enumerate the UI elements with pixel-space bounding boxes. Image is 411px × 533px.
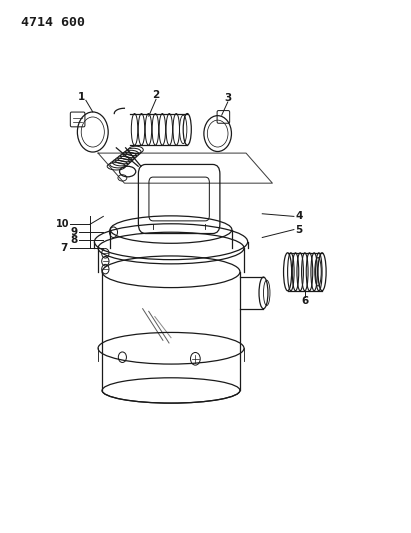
- Text: 2: 2: [152, 90, 159, 100]
- Text: 9: 9: [70, 227, 77, 237]
- Text: 6: 6: [301, 296, 309, 306]
- Text: 8: 8: [70, 235, 77, 245]
- Text: 7: 7: [61, 243, 68, 253]
- Text: 4714 600: 4714 600: [21, 16, 85, 29]
- Text: 5: 5: [295, 224, 302, 235]
- Text: 4: 4: [295, 212, 302, 221]
- Text: 3: 3: [224, 93, 231, 103]
- Text: 1: 1: [78, 92, 85, 102]
- Text: 10: 10: [55, 219, 69, 229]
